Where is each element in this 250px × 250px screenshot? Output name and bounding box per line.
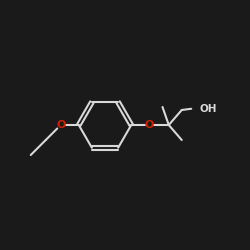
Text: O: O — [144, 120, 154, 130]
Text: OH: OH — [200, 104, 218, 114]
Text: O: O — [56, 120, 66, 130]
